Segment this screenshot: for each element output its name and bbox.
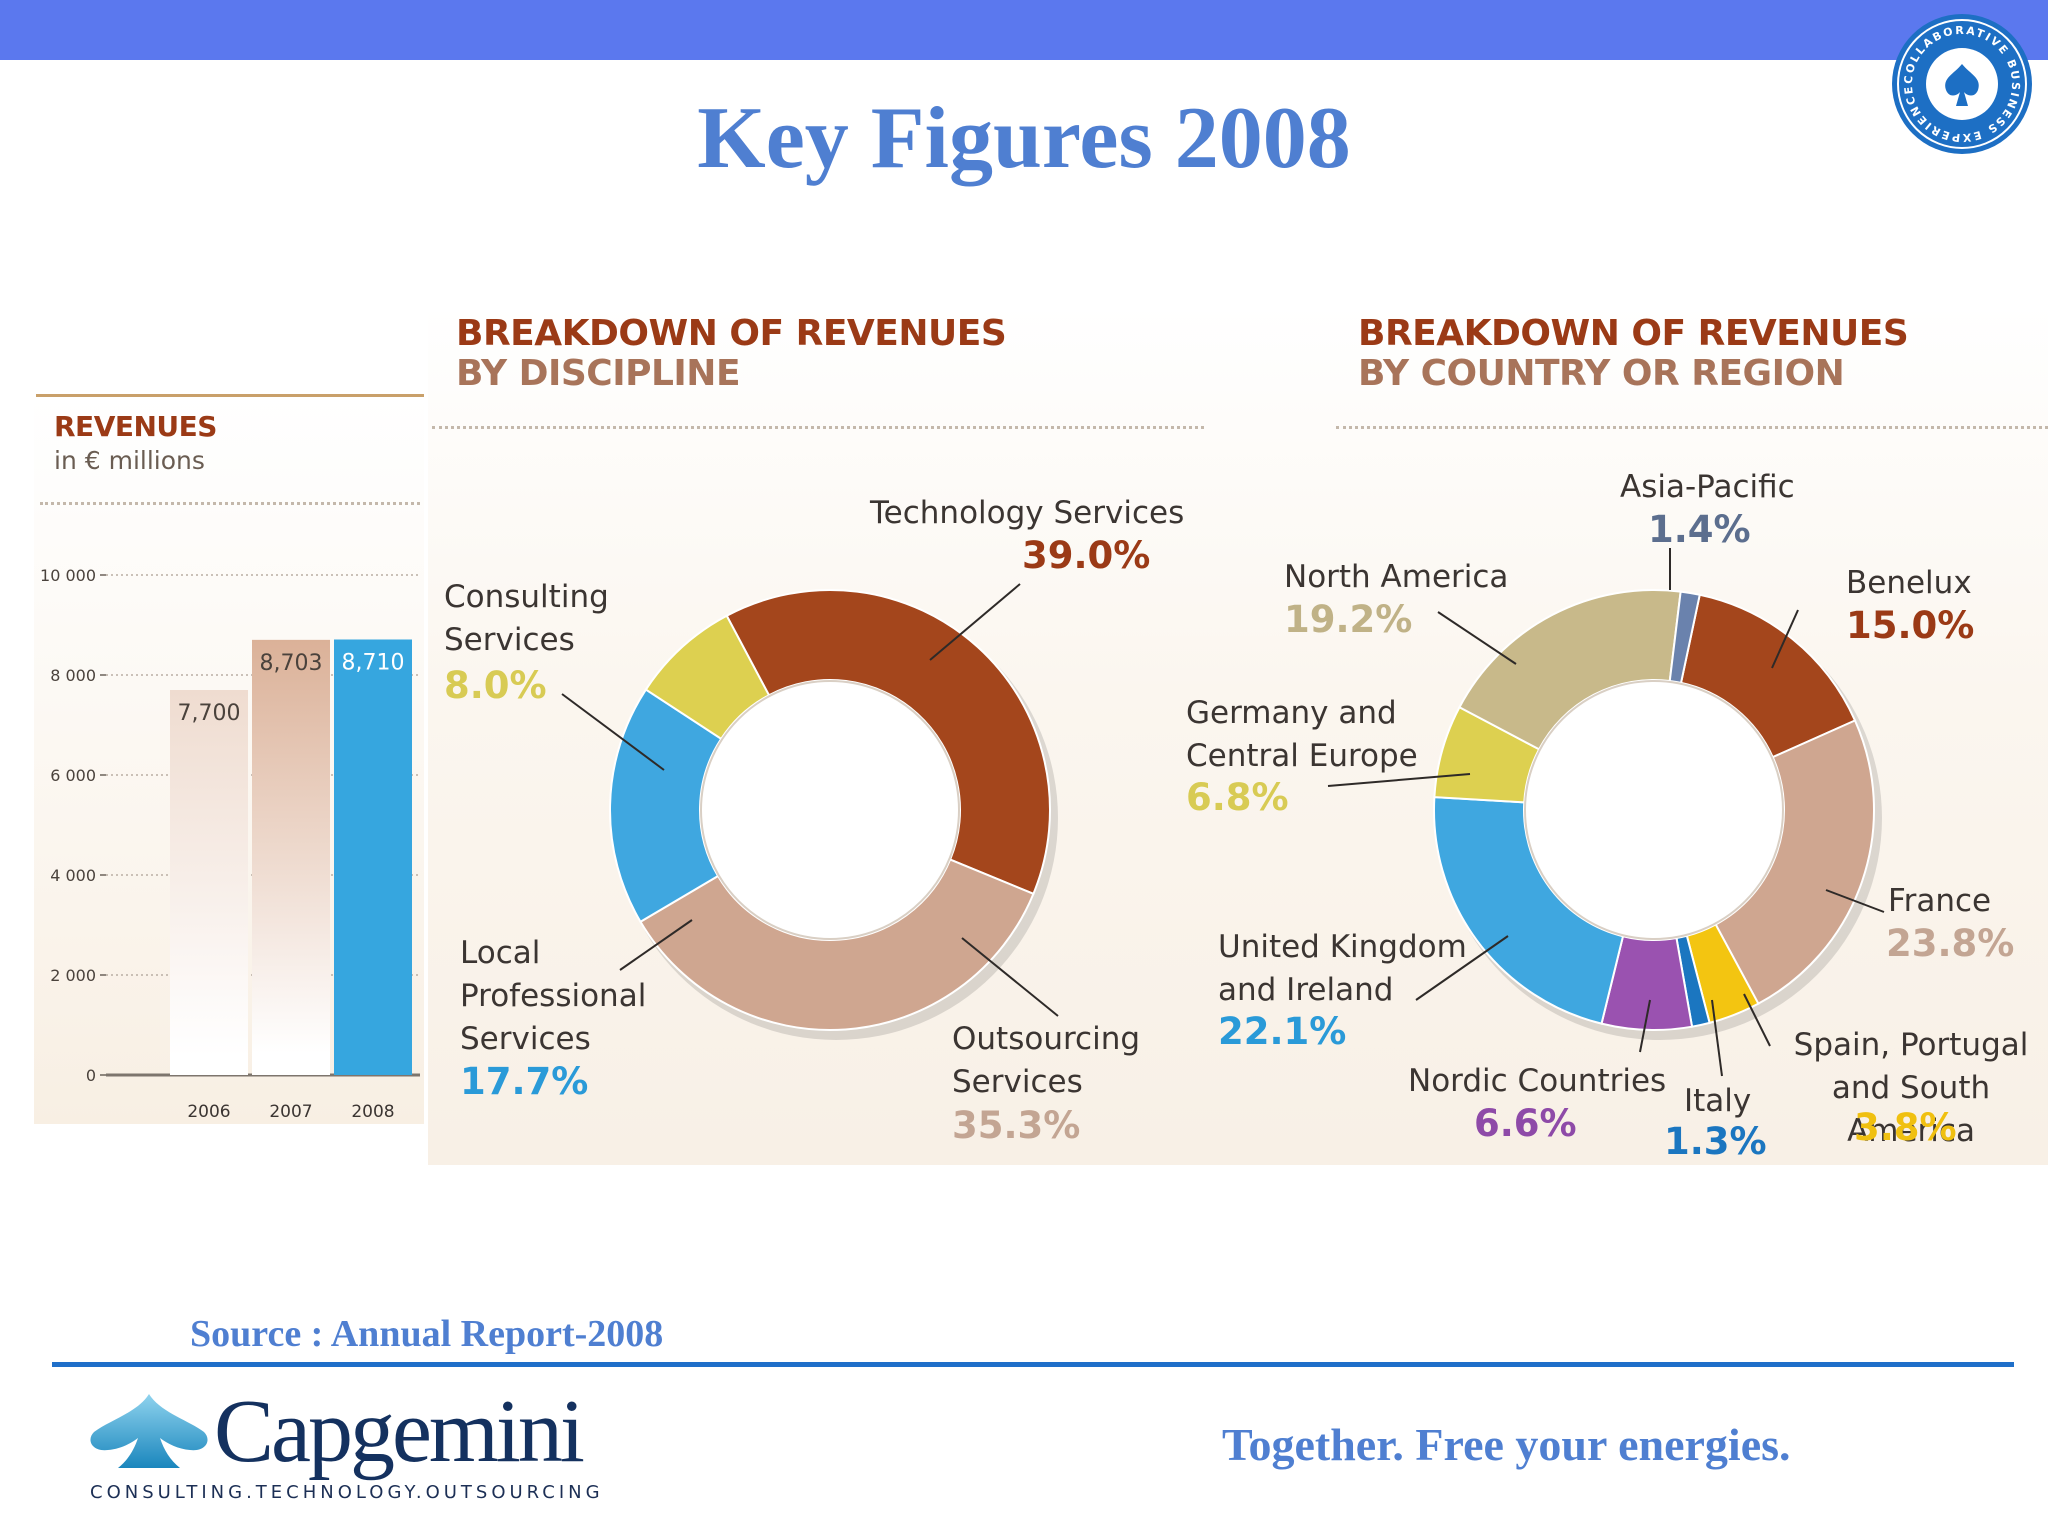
label-asia-pacific: Asia-Pacific — [1620, 469, 1795, 505]
x-tick-label: 2007 — [269, 1102, 312, 1122]
region-divider — [1336, 426, 2048, 429]
label-spain-line-2: and South America — [1831, 1070, 1991, 1149]
label-local-line-3: Services — [460, 1021, 591, 1057]
leader-benelux — [1771, 609, 1799, 669]
label-uk-line-1: United Kingdom — [1218, 929, 1467, 965]
leader-technology — [929, 583, 1021, 661]
bar-value-label: 8,703 — [260, 651, 323, 676]
y-tick-label: 4 000 — [50, 866, 96, 885]
bar-value-label: 7,700 — [178, 701, 241, 726]
slice-france — [1714, 719, 1875, 1006]
label-local-professional-services: Local Professional Services — [460, 932, 646, 1061]
discipline-heading-line-2: BY DISCIPLINE — [456, 353, 741, 394]
region-heading-line-1: BREAKDOWN OF REVENUES — [1358, 313, 1909, 354]
label-north-america: North America — [1284, 559, 1509, 595]
label-consulting-line-2: Services — [444, 622, 575, 658]
pct-technology-services: 39.0% — [1022, 534, 1151, 577]
label-outsourcing-services: Outsourcing Services — [952, 1018, 1140, 1104]
x-tick-label: 2008 — [351, 1102, 394, 1122]
y-tick-label: 2 000 — [50, 966, 96, 985]
revenues-chart-subtitle: in € millions — [54, 446, 205, 475]
leader-germany — [1327, 773, 1471, 787]
top-bar — [0, 0, 2048, 60]
discipline-divider — [432, 426, 1204, 429]
page-title: Key Figures 2008 — [697, 90, 1351, 187]
label-consulting-services: Consulting Services — [444, 576, 609, 662]
collaborative-business-experience-seal: COLLABORATIVE BUSINESS EXPERIENCE — [1892, 14, 2032, 154]
y-tick-label: 6 000 — [50, 766, 96, 785]
pct-france: 23.8% — [1886, 922, 2015, 965]
leader-north-america — [1437, 611, 1517, 665]
bar-2008 — [334, 639, 412, 1075]
leader-outsourcing — [961, 937, 1059, 1017]
region-heading: BREAKDOWN OF REVENUES BY COUNTRY OR REGI… — [1358, 313, 1909, 394]
label-germany-line-1: Germany and — [1186, 695, 1397, 731]
leader-nordic — [1639, 999, 1651, 1053]
label-italy: Italy — [1684, 1083, 1752, 1119]
label-france: France — [1888, 883, 1992, 919]
label-spain-portugal-south-america: Spain, Portugal and South America — [1774, 1024, 2048, 1153]
capgemini-logo-tagline: CONSULTING.TECHNOLOGY.OUTSOURCING — [90, 1482, 604, 1503]
leader-local — [619, 919, 693, 971]
pct-spain-portugal-south-america: 3.8% — [1854, 1106, 1957, 1149]
pct-germany-central-europe: 6.8% — [1186, 776, 1289, 819]
label-nordic-countries: Nordic Countries — [1408, 1063, 1667, 1099]
region-heading-line-2: BY COUNTRY OR REGION — [1358, 353, 1845, 394]
label-outsourcing-line-2: Services — [952, 1064, 1083, 1100]
y-tick-label: 10 000 — [40, 566, 96, 585]
pct-nordic-countries: 6.6% — [1474, 1102, 1577, 1145]
label-technology-services: Technology Services — [870, 495, 1185, 531]
leader-italy — [1711, 999, 1723, 1077]
pct-outsourcing-services: 35.3% — [952, 1104, 1081, 1147]
y-tick-label: 0 — [86, 1066, 96, 1085]
discipline-heading-line-1: BREAKDOWN OF REVENUES — [456, 313, 1007, 354]
label-benelux: Benelux — [1846, 565, 1972, 601]
leader-spain — [1743, 993, 1771, 1047]
slogan: Together. Free your energies. — [1222, 1419, 1791, 1470]
revenues-bar-chart: 0 2 000 4 000 6 000 8 000 10 000 7,700 2006 8,70… — [40, 566, 420, 1122]
leader-consulting — [561, 693, 665, 771]
revenues-divider — [40, 502, 420, 505]
discipline-heading: BREAKDOWN OF REVENUES BY DISCIPLINE — [456, 313, 1007, 394]
pct-consulting-services: 8.0% — [444, 664, 547, 707]
donut-hole — [700, 680, 960, 940]
bar-2007 — [252, 639, 330, 1075]
donut-hole — [1524, 680, 1784, 940]
revenues-chart-title: REVENUES — [54, 410, 217, 443]
pct-north-america: 19.2% — [1284, 598, 1413, 641]
capgemini-ace-icon — [90, 1394, 208, 1468]
label-germany-central-europe: Germany and Central Europe — [1186, 692, 1418, 778]
pct-local-professional-services: 17.7% — [460, 1060, 589, 1103]
leader-lines — [561, 548, 1885, 1077]
discipline-donut-chart — [609, 589, 1058, 1040]
leader-uk — [1415, 935, 1509, 1001]
source-note: Source : Annual Report-2008 — [190, 1313, 664, 1355]
pct-united-kingdom-ireland: 22.1% — [1218, 1010, 1347, 1053]
bar-value-label: 8,710 — [342, 651, 405, 676]
label-local-line-1: Local — [460, 935, 541, 971]
label-spain-line-1: Spain, Portugal — [1793, 1027, 2029, 1063]
region-donut-chart — [1433, 589, 1882, 1040]
label-consulting-line-1: Consulting — [444, 579, 609, 615]
leader-france — [1825, 889, 1885, 913]
y-tick-label: 8 000 — [50, 666, 96, 685]
label-united-kingdom-ireland: United Kingdom and Ireland — [1218, 926, 1467, 1012]
footer-rule — [52, 1362, 2014, 1367]
pct-benelux: 15.0% — [1846, 604, 1975, 647]
label-local-line-2: Professional — [460, 978, 647, 1014]
pct-italy: 1.3% — [1664, 1120, 1767, 1163]
capgemini-logo-wordmark: Capgemini — [214, 1382, 585, 1481]
label-uk-line-2: and Ireland — [1218, 972, 1394, 1008]
label-germany-line-2: Central Europe — [1186, 738, 1418, 774]
bar-2006 — [170, 690, 248, 1075]
pct-asia-pacific: 1.4% — [1648, 508, 1751, 551]
label-outsourcing-line-1: Outsourcing — [952, 1021, 1141, 1057]
revenues-top-rule — [36, 394, 424, 397]
x-tick-label: 2006 — [187, 1102, 230, 1122]
